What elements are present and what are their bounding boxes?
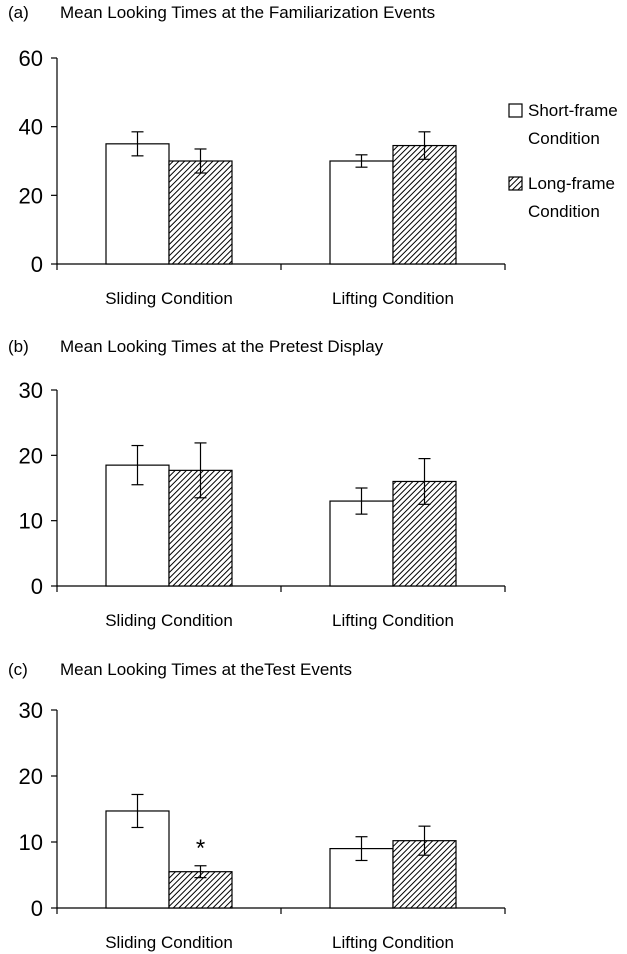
error-bar (131, 131, 144, 157)
legend-swatch-long-frame (508, 176, 523, 191)
y-tick-label: 0 (31, 252, 43, 277)
legend-swatch-short-frame (508, 103, 523, 118)
error-bar (418, 458, 431, 505)
y-tick-label: 40 (19, 115, 43, 140)
chart-panel: (b) Mean Looking Times at the Pretest Dis… (8, 337, 506, 630)
y-tick-label: 20 (19, 183, 43, 208)
bar-short-frame (105, 143, 170, 265)
y-tick-label: 10 (19, 509, 43, 534)
significance-marker: * (196, 835, 205, 862)
legend: Short-frame Condition Long-frame Conditi… (508, 101, 618, 221)
error-bar (418, 825, 431, 856)
y-tick-label: 20 (19, 443, 43, 468)
bar-short-frame (329, 500, 394, 587)
panel-label: (b) (8, 337, 29, 356)
legend-label-long-frame-line1: Long-frame (528, 174, 615, 193)
bar-long-frame (168, 160, 233, 265)
x-category-label: Lifting Condition (332, 933, 454, 952)
error-bar (194, 865, 207, 879)
error-bar (131, 793, 144, 829)
y-tick-label: 30 (19, 698, 43, 723)
legend-item-short-frame: Short-frame Condition (508, 101, 618, 148)
legend-label-short-frame-line1: Short-frame (528, 101, 618, 120)
chart-title: Mean Looking Times at the Familiarizatio… (60, 3, 435, 22)
error-bar (131, 444, 144, 486)
y-tick-label: 0 (31, 896, 43, 921)
legend-item-long-frame: Long-frame Condition (508, 174, 615, 221)
panel-label: (c) (8, 660, 28, 679)
legend-label-long-frame-line2: Condition (528, 202, 600, 221)
bar-short-frame (329, 160, 394, 265)
bar-long-frame (168, 469, 233, 587)
y-tick-label: 30 (19, 378, 43, 403)
error-bar (194, 442, 207, 499)
chart-title: Mean Looking Times at the Pretest Displa… (60, 337, 384, 356)
y-tick-label: 20 (19, 764, 43, 789)
error-bar (355, 154, 368, 168)
error-bar (194, 148, 207, 174)
x-category-label: Sliding Condition (105, 933, 233, 952)
x-category-label: Lifting Condition (332, 289, 454, 308)
x-category-label: Sliding Condition (105, 289, 233, 308)
chart-title: Mean Looking Times at theTest Events (60, 660, 352, 679)
x-category-label: Sliding Condition (105, 611, 233, 630)
bar-long-frame (392, 480, 457, 587)
y-tick-label: 60 (19, 46, 43, 71)
error-bar (355, 487, 368, 515)
panel-label: (a) (8, 3, 29, 22)
legend-label-short-frame-line2: Condition (528, 129, 600, 148)
chart-panel: (c) Mean Looking Times at theTest Events 0… (8, 660, 506, 952)
y-tick-label: 10 (19, 830, 43, 855)
bar-long-frame (392, 144, 457, 265)
y-tick-label: 0 (31, 574, 43, 599)
error-bar (355, 836, 368, 862)
error-bar (418, 131, 431, 160)
chart-panel: (a) Mean Looking Times at the Familiariza… (8, 3, 506, 308)
x-category-label: Lifting Condition (332, 611, 454, 630)
